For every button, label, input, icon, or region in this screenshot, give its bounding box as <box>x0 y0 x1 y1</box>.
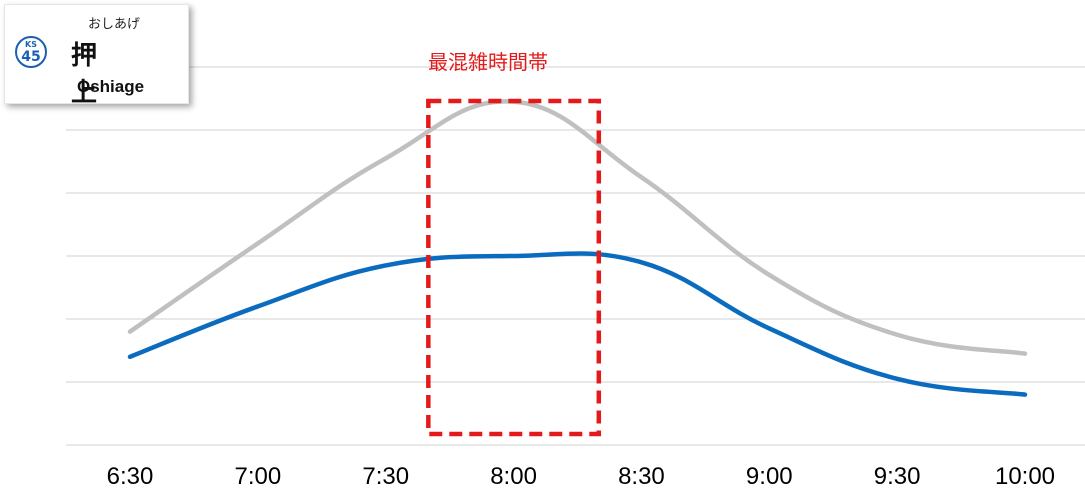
x-tick-label: 9:00 <box>746 463 793 490</box>
station-name-romaji: Oshiage <box>77 77 145 96</box>
peak-period-label: 最混雑時間帯 <box>428 50 548 74</box>
x-tick-label: 8:00 <box>490 463 537 490</box>
x-tick-label: 7:00 <box>234 463 281 490</box>
x-axis-ticks: 6:30 7:00 7:30 8:00 8:30 9:00 9:30 10:00 <box>107 463 1055 490</box>
station-name-kanji: 押 上 <box>71 41 200 108</box>
peak-period-box <box>426 98 602 437</box>
station-number-badge: KS 45 <box>15 36 47 68</box>
annotations <box>426 98 602 437</box>
gridlines <box>66 66 1085 446</box>
station-number: 45 <box>21 49 41 65</box>
series-line-blue <box>127 251 1028 397</box>
x-tick-label: 6:30 <box>107 463 154 490</box>
x-tick-label: 9:30 <box>874 463 921 490</box>
line-code: KS <box>25 40 37 49</box>
x-tick-label: 10:00 <box>995 463 1055 490</box>
station-sign: KS 45 おしあげ 押 上 Oshiage <box>4 4 189 108</box>
x-tick-label: 7:30 <box>362 463 409 490</box>
series-lines <box>127 99 1028 397</box>
station-name-kana: おしあげ <box>88 17 141 32</box>
x-tick-label: 8:30 <box>618 463 665 490</box>
series-line-gray <box>127 99 1028 356</box>
